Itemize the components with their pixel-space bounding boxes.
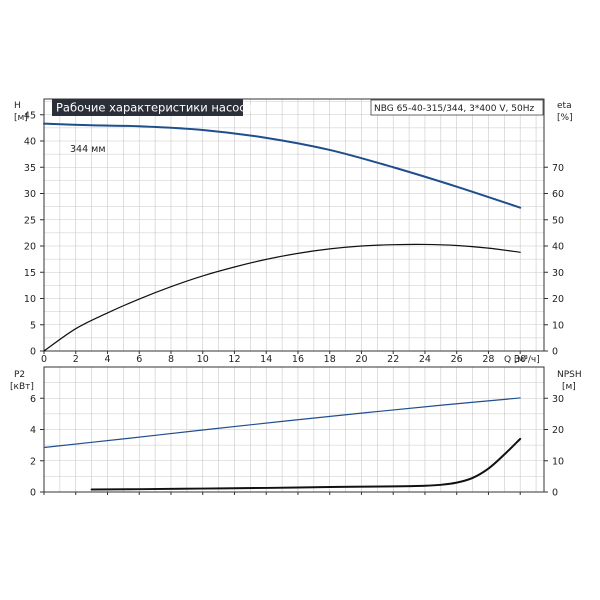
x-tick-label: 0: [41, 354, 47, 365]
right-tick-label: 10: [552, 320, 564, 331]
right-tick-label: 40: [552, 242, 564, 253]
x-tick-label: 12: [228, 354, 240, 365]
left-tick-label: 20: [24, 242, 36, 253]
chart-title: Рабочие характеристики насоса: [56, 101, 253, 115]
left-tick-label: 30: [24, 189, 36, 200]
x-tick-label: 2: [73, 354, 79, 365]
npsh-axis-unit: [м]: [562, 382, 576, 392]
model-label-box: [370, 99, 544, 116]
left-tick-label: 2: [30, 456, 36, 467]
left-tick-label: 25: [24, 215, 36, 226]
left-tick-label: 45: [24, 110, 36, 121]
model-label: NBG 65-40-315/344, 3*400 V, 50Hz: [374, 104, 534, 114]
x-tick-label: 28: [482, 354, 494, 365]
flow-axis-label: Q [м³/ч]: [504, 355, 540, 365]
eta-curve: [43, 243, 521, 352]
impeller-diameter-label: 344 мм: [70, 144, 106, 155]
x-tick-label: 6: [136, 354, 142, 365]
npsh-curve: [90, 437, 522, 491]
left-tick-label: 15: [24, 268, 36, 279]
eta-axis-label: eta: [557, 101, 572, 111]
p2-curve: [43, 397, 521, 449]
head-curve: [43, 122, 522, 209]
left-tick-label: 10: [24, 294, 36, 305]
right-tick-label: 0: [552, 488, 558, 499]
right-tick-label: 0: [552, 347, 558, 358]
left-tick-label: 4: [30, 425, 36, 436]
x-tick-label: 26: [451, 354, 463, 365]
x-tick-label: 18: [324, 354, 336, 365]
left-tick-label: 0: [30, 347, 36, 358]
x-tick-label: 4: [104, 354, 110, 365]
x-tick-label: 20: [355, 354, 367, 365]
left-tick-label: 0: [30, 488, 36, 499]
x-tick-label: 30: [514, 354, 526, 365]
lower-axes: 0 2 4 6 0 10 20 30: [30, 366, 564, 499]
x-tick-label: 22: [387, 354, 399, 365]
x-tick-label: 16: [292, 354, 304, 365]
x-tick-label: 8: [168, 354, 174, 365]
head-axis-unit: [м]: [14, 113, 28, 123]
p2-axis-label: P2: [14, 370, 25, 380]
left-tick-label: 40: [24, 137, 36, 148]
x-tick-label: 24: [419, 354, 431, 365]
right-tick-label: 20: [552, 294, 564, 305]
lower-grid: [44, 367, 544, 492]
left-tick-label: 35: [24, 163, 36, 174]
plot-frame: [43, 98, 545, 352]
right-tick-label: 30: [552, 394, 564, 405]
lower-series: [43, 397, 522, 491]
head-axis-label: H: [14, 101, 21, 111]
x-tick-label: 14: [260, 354, 272, 365]
p2-axis-unit: [кВт]: [10, 382, 34, 392]
right-tick-label: 20: [552, 425, 564, 436]
right-tick-label: 30: [552, 268, 564, 279]
left-tick-label: 6: [30, 394, 36, 405]
upper-grid: [44, 99, 544, 351]
right-tick-label: 10: [552, 456, 564, 467]
title-background: [52, 99, 243, 116]
right-tick-label: 50: [552, 215, 564, 226]
eta-axis-unit: [%]: [557, 113, 573, 123]
left-tick-label: 5: [30, 320, 36, 331]
right-tick-label: 60: [552, 189, 564, 200]
npsh-axis-label: NPSH: [557, 370, 582, 380]
x-tick-label: 10: [197, 354, 209, 365]
right-tick-label: 70: [552, 163, 564, 174]
upper-series: [43, 122, 522, 352]
